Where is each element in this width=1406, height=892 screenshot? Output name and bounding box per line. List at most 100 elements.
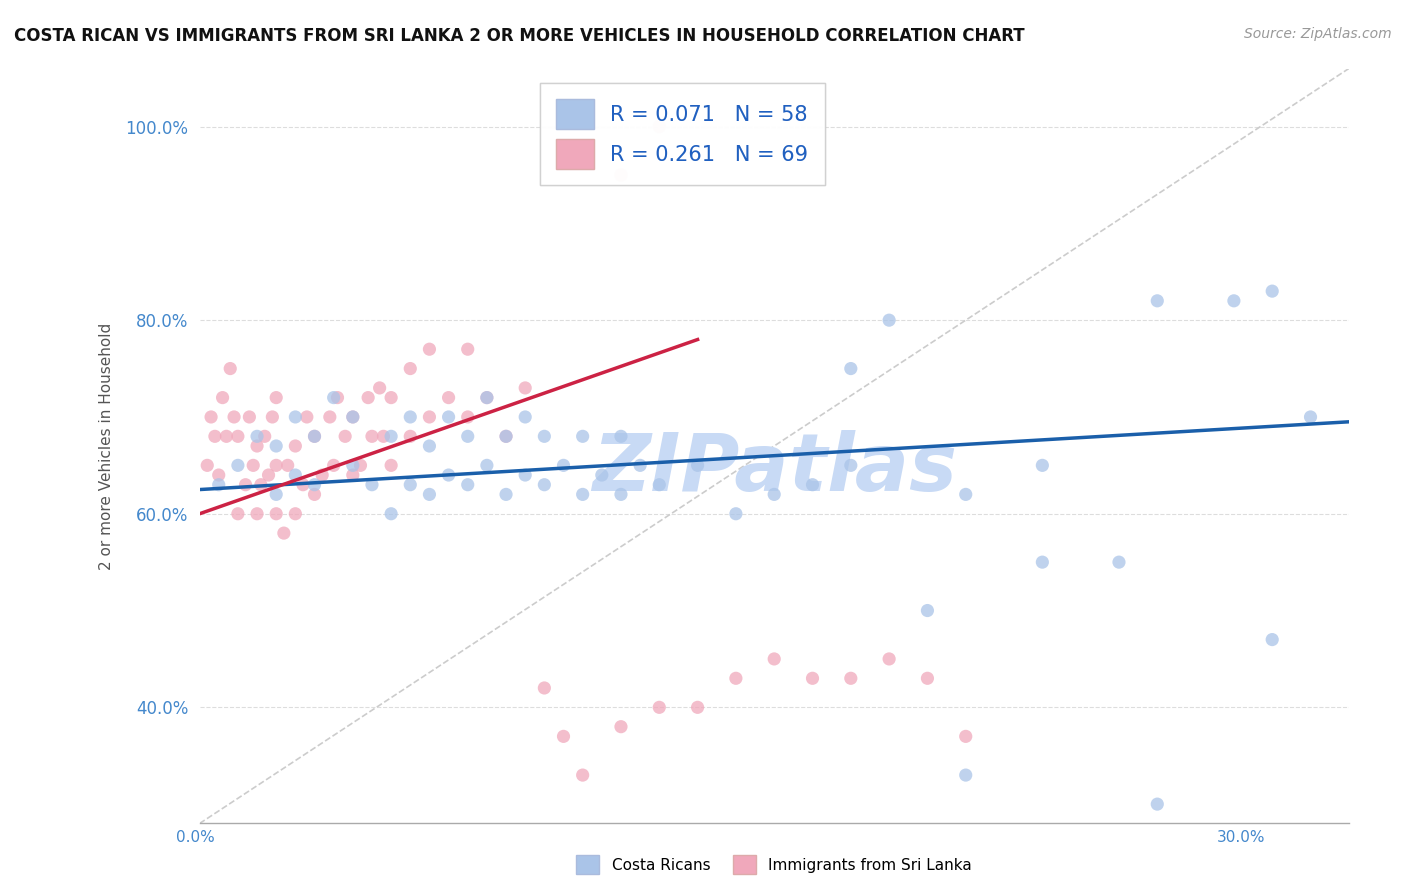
Point [571,429,593,443]
Point [648,700,671,714]
Point [200,409,222,424]
Point [475,458,498,473]
Point [264,487,287,501]
Point [457,477,479,491]
Point [226,458,249,473]
Point [475,391,498,405]
Point [1261,632,1284,647]
Point [763,487,786,501]
Point [264,391,287,405]
Point [264,507,287,521]
Point [380,391,402,405]
Point [418,409,440,424]
Point [724,507,747,521]
Point [418,487,440,501]
Point [591,468,613,483]
Text: 0.0%: 0.0% [176,830,215,845]
Point [226,507,249,521]
Point [1031,458,1053,473]
Point [763,652,786,666]
Point [475,391,498,405]
Point [380,429,402,443]
Point [322,458,344,473]
Point [399,477,422,491]
Point [457,429,479,443]
Point [571,768,593,782]
Point [457,342,479,356]
Point [253,429,276,443]
Point [304,477,326,491]
Point [342,458,364,473]
Point [357,391,380,405]
Point [319,409,342,424]
Point [284,439,307,453]
Point [349,458,371,473]
Point [238,409,260,424]
Point [326,391,349,405]
Point [342,468,364,483]
Point [610,168,633,182]
Point [917,603,939,617]
Point [495,429,517,443]
Point [226,429,249,443]
Point [246,429,269,443]
Point [1031,555,1053,569]
Point [222,409,245,424]
Point [1223,293,1246,308]
Text: ZIPatlas: ZIPatlas [592,430,956,508]
Point [246,507,269,521]
Point [533,429,555,443]
Point [292,477,315,491]
Point [399,429,422,443]
Point [204,429,226,443]
Point [839,458,862,473]
Point [211,391,233,405]
Point [571,487,593,501]
Point [284,507,307,521]
Point [373,429,395,443]
Point [284,468,307,483]
Point [333,429,356,443]
Point [877,652,900,666]
Point [242,458,264,473]
Point [264,458,287,473]
Point [515,381,537,395]
Point [1299,409,1322,424]
Point [1146,797,1168,811]
Point [955,730,977,744]
Point [399,361,422,376]
Point [322,391,344,405]
Point [686,700,709,714]
Point [839,361,862,376]
Point [304,487,326,501]
Point [955,487,977,501]
Point [686,458,709,473]
Point [208,468,231,483]
Point [437,409,460,424]
Point [246,439,269,453]
Point [295,409,318,424]
Point [311,468,333,483]
Text: Source: ZipAtlas.com: Source: ZipAtlas.com [1244,27,1392,41]
Point [257,468,280,483]
Point [342,409,364,424]
Point [208,477,231,491]
Point [361,477,384,491]
Text: COSTA RICAN VS IMMIGRANTS FROM SRI LANKA 2 OR MORE VEHICLES IN HOUSEHOLD CORRELA: COSTA RICAN VS IMMIGRANTS FROM SRI LANKA… [14,27,1025,45]
Point [515,409,537,424]
Point [284,409,307,424]
Point [250,477,273,491]
Point [955,768,977,782]
Point [1108,555,1130,569]
Point [304,429,326,443]
Point [839,671,862,685]
Point [610,487,633,501]
Point [1261,284,1284,298]
Point [917,671,939,685]
Point [399,409,422,424]
Point [648,120,671,134]
Point [215,429,238,443]
Point [1146,293,1168,308]
Point [342,409,364,424]
Point [437,468,460,483]
